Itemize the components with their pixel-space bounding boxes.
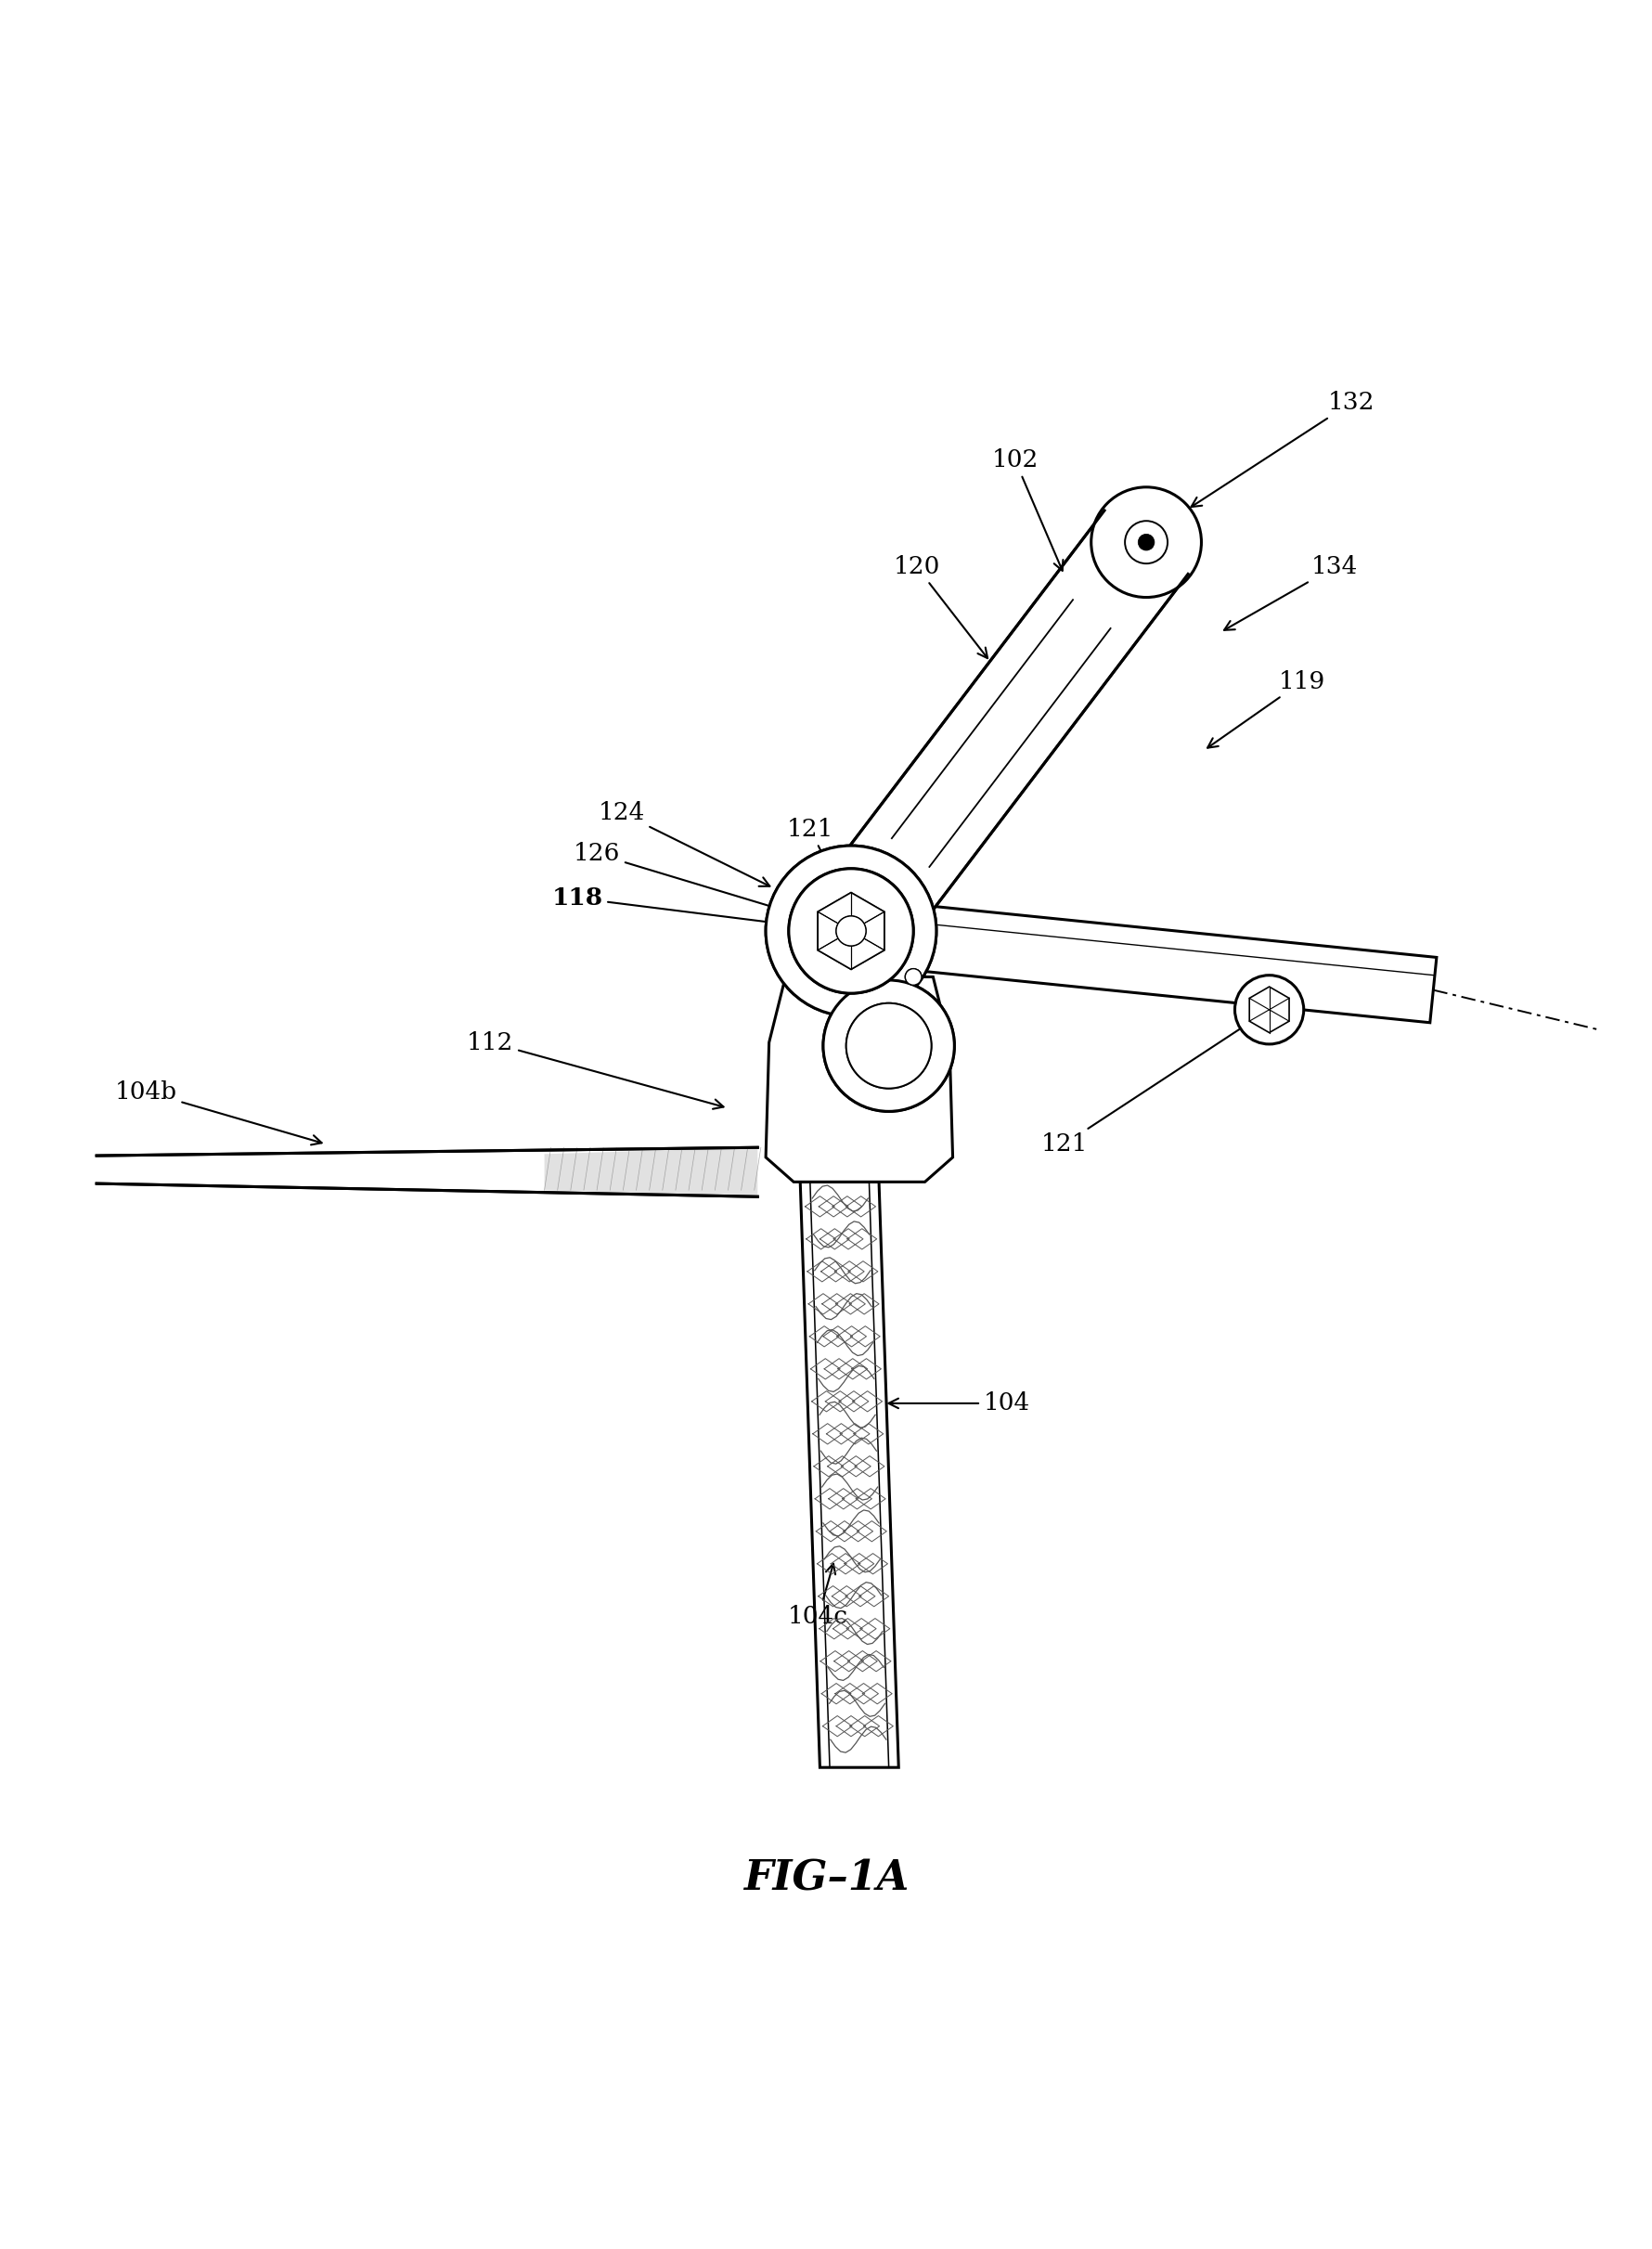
Text: 132: 132: [1191, 391, 1374, 506]
Polygon shape: [818, 893, 884, 969]
Circle shape: [1125, 522, 1166, 564]
Text: 102: 102: [991, 448, 1062, 571]
Circle shape: [823, 981, 953, 1111]
Text: 126: 126: [573, 843, 781, 911]
Circle shape: [836, 915, 866, 947]
Circle shape: [788, 868, 914, 994]
Polygon shape: [765, 976, 952, 1183]
Circle shape: [905, 969, 922, 985]
Circle shape: [1234, 976, 1303, 1044]
Text: 124: 124: [598, 801, 770, 886]
Text: 120: 120: [892, 556, 986, 659]
Text: 134: 134: [1224, 556, 1358, 630]
Text: 104c: 104c: [788, 1563, 847, 1628]
Polygon shape: [818, 893, 884, 969]
Circle shape: [1138, 533, 1153, 551]
Polygon shape: [847, 897, 1436, 1023]
Text: 104: 104: [889, 1392, 1029, 1415]
Circle shape: [846, 1003, 932, 1089]
Text: 112: 112: [466, 1030, 724, 1109]
Text: 130: 130: [859, 1050, 905, 1151]
Text: 119: 119: [1208, 670, 1325, 749]
Text: FIG–1A: FIG–1A: [743, 1860, 909, 1898]
Text: 121: 121: [1041, 1012, 1264, 1156]
Polygon shape: [809, 511, 1188, 963]
Text: 104b: 104b: [114, 1080, 322, 1145]
Circle shape: [823, 981, 953, 1111]
Circle shape: [788, 868, 914, 994]
Circle shape: [765, 846, 935, 1017]
Polygon shape: [800, 1183, 899, 1768]
Polygon shape: [809, 1183, 889, 1765]
Circle shape: [765, 846, 935, 1017]
Text: 121: 121: [786, 819, 841, 891]
Circle shape: [1090, 488, 1201, 598]
Text: 118: 118: [552, 886, 808, 931]
Circle shape: [836, 915, 866, 947]
Circle shape: [846, 1003, 932, 1089]
Polygon shape: [1249, 987, 1289, 1032]
Polygon shape: [544, 1147, 757, 1196]
Circle shape: [905, 969, 922, 985]
